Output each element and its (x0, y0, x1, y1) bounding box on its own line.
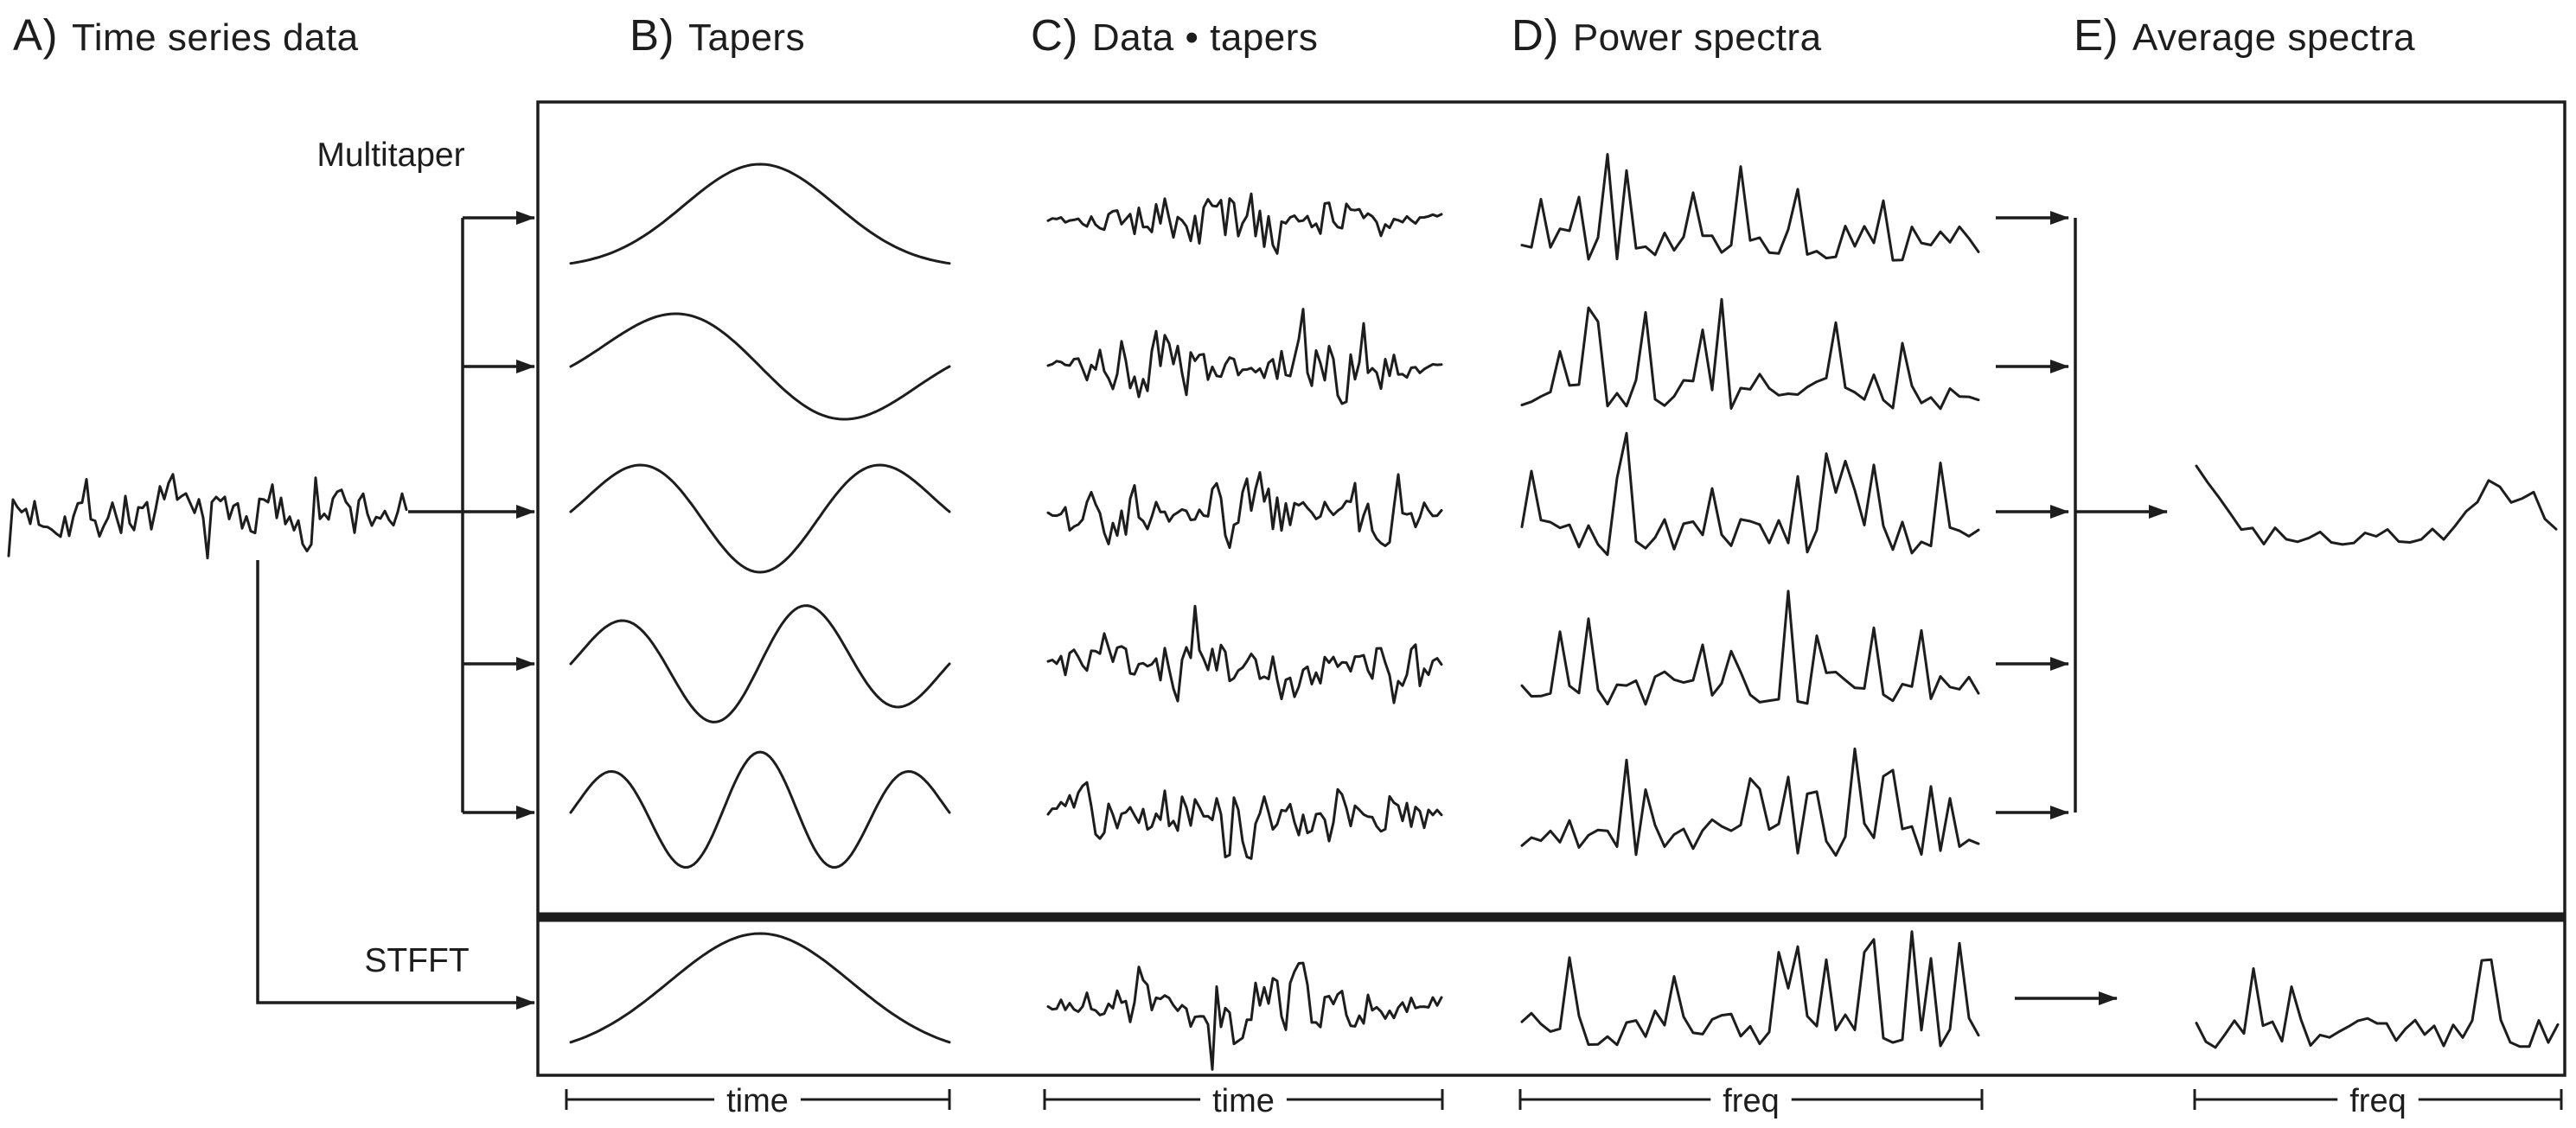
power-spectrum-2 (1520, 297, 1980, 411)
taper-curve-3 (569, 463, 951, 574)
taper-curve-4 (569, 604, 951, 723)
data-tapers-group (1046, 192, 1443, 1071)
header-c-label: Data • tapers (1092, 16, 1319, 59)
header-data-tapers: C) Data • tapers (1031, 10, 1318, 60)
taper-curve-2 (569, 312, 951, 421)
header-average-spectra: E) Average spectra (2074, 10, 2415, 60)
data-taper-waveform-5 (1046, 781, 1443, 860)
multitaper-label: Multitaper (316, 137, 464, 174)
power-spectra-group (1520, 153, 1980, 1048)
header-b-prefix: B) (630, 10, 674, 60)
time-series-waveform (7, 473, 408, 560)
header-time-series: A) Time series data (13, 10, 359, 60)
axis-line (1043, 1089, 1444, 1110)
stfft-power-spectrum (1520, 930, 1980, 1048)
header-a-prefix: A) (13, 10, 58, 60)
axis-label-time: time (1212, 1083, 1275, 1119)
branch-arrows-group (256, 211, 2168, 1010)
axis-label-freq: freq (2349, 1083, 2406, 1119)
header-b-label: Tapers (688, 16, 805, 59)
axis-line (2193, 1089, 2563, 1110)
power-spectrum-5 (1520, 747, 1980, 857)
axis-line (565, 1089, 951, 1110)
header-c-prefix: C) (1031, 10, 1078, 60)
stfft-branch-arrow (256, 560, 535, 1010)
time-series-group (7, 473, 408, 560)
average-spectra-group (2195, 464, 2560, 1049)
header-d-label: Power spectra (1573, 16, 1822, 59)
header-e-label: Average spectra (2132, 16, 2415, 59)
header-d-prefix: D) (1512, 10, 1559, 60)
method-box-frame (536, 100, 2566, 1077)
taper-curve-5 (569, 750, 951, 869)
power-spectrum-1 (1520, 153, 1980, 262)
axis-bracket-power-spectra-freq: freq (1518, 1083, 1984, 1119)
data-taper-waveform-2 (1046, 308, 1443, 405)
axis-bracket-tapers-time: time (565, 1083, 951, 1119)
axis-label-freq: freq (1723, 1083, 1779, 1119)
axis-label-time: time (726, 1083, 789, 1119)
header-tapers: B) Tapers (630, 10, 805, 60)
power-spectrum-3 (1520, 431, 1980, 557)
stfft-data-taper-waveform (1046, 961, 1443, 1071)
stfft-taper-curve (569, 932, 951, 1044)
axis-line (1518, 1089, 1984, 1110)
taper-curve-1 (569, 163, 951, 265)
axis-bracket-data-tapers-time: time (1043, 1083, 1444, 1119)
data-taper-waveform-4 (1046, 604, 1443, 704)
axis-bracket-average-spectra-freq: freq (2193, 1083, 2563, 1119)
header-power-spectra: D) Power spectra (1512, 10, 1822, 60)
average-spectrum-stfft (2195, 958, 2560, 1049)
header-e-prefix: E) (2074, 10, 2119, 60)
power-spectrum-4 (1520, 589, 1980, 706)
tapers-group (569, 163, 951, 1044)
stfft-label: STFFT (364, 942, 469, 979)
header-a-label: Time series data (72, 16, 359, 59)
average-spectrum-multitaper (2195, 464, 2558, 546)
data-taper-waveform-3 (1046, 471, 1443, 550)
data-taper-waveform-1 (1046, 192, 1443, 255)
